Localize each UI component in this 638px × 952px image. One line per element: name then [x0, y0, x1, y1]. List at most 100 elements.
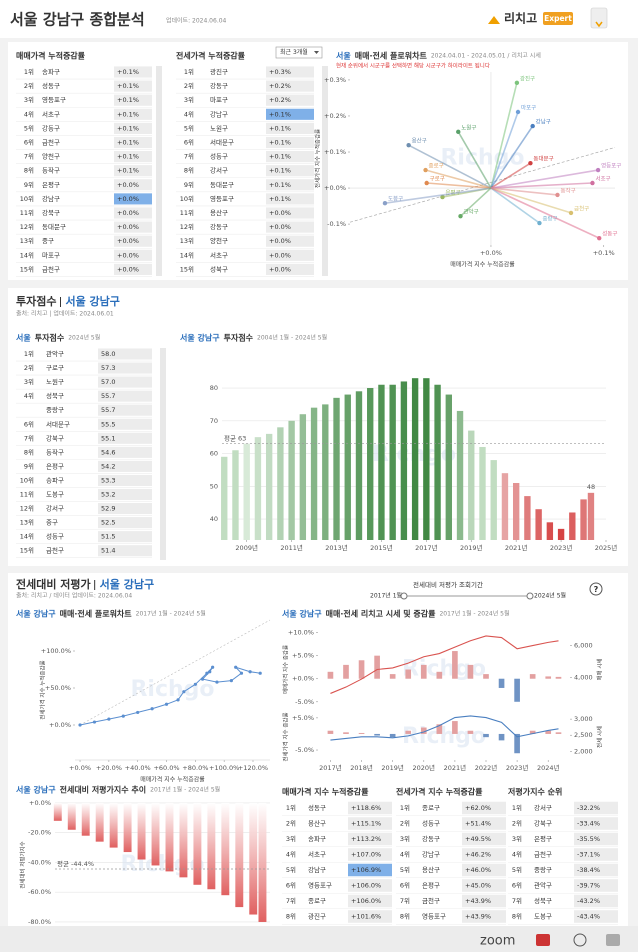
scrollbar[interactable] — [322, 66, 328, 276]
bar — [299, 414, 307, 540]
value: 53.2 — [101, 491, 115, 499]
value-cell — [348, 801, 392, 815]
y-axis-label: 전세가격 지수 증감률 — [282, 712, 290, 761]
value-label: 48 — [587, 483, 595, 491]
y-tick-label: +0.0% — [29, 799, 51, 807]
chart-title: 전세대비 저평가지수 추이 — [60, 785, 147, 795]
rank: 3위 — [400, 835, 410, 843]
rank: 8위 — [286, 913, 296, 921]
x-axis-label: 매매가격 지수 누적증감률 — [140, 776, 205, 784]
value: 53.3 — [101, 476, 115, 484]
rank: 1위 — [286, 804, 296, 812]
flow-line — [490, 169, 599, 189]
scrollbar[interactable] — [160, 348, 166, 560]
slider-handle[interactable] — [400, 592, 408, 600]
rank: 5위 — [512, 866, 522, 874]
point — [382, 200, 388, 206]
value-cell — [114, 207, 152, 219]
scrollbar[interactable] — [156, 66, 162, 276]
rank: 1위 — [400, 804, 410, 812]
district: 종로구 — [422, 804, 440, 812]
value-cell — [574, 832, 618, 846]
value: +0.0% — [269, 223, 291, 231]
value-cell — [574, 894, 618, 908]
bar — [123, 802, 132, 853]
rank: 11위 — [20, 209, 34, 217]
value: 55.7 — [101, 392, 115, 400]
y-axis-label: 전세가격 지수 누적증감률 — [314, 129, 322, 188]
subtitle: 2017년 1월 - 2024년 5월 — [439, 610, 509, 618]
value: +0.1% — [117, 96, 139, 104]
district: 성동구 — [42, 81, 60, 90]
value: +0.0% — [269, 265, 291, 273]
rank: 4위 — [24, 110, 34, 118]
trail-point — [258, 671, 262, 675]
rank: 8위 — [24, 448, 34, 456]
value: +0.1% — [269, 110, 291, 118]
rank: 7위 — [512, 897, 522, 905]
rank: 3위 — [286, 835, 296, 843]
value: +0.1% — [117, 68, 139, 76]
slider-handle[interactable] — [526, 592, 534, 600]
value: +106.9% — [351, 866, 381, 874]
chart-title: 매매·전세 플로워차트 — [60, 609, 133, 619]
value-cell — [114, 165, 152, 177]
district: 광진구 — [308, 912, 326, 921]
bar — [249, 802, 258, 915]
y-tick-label: -20.0% — [28, 829, 51, 837]
toolbar-zoom[interactable]: zoom — [480, 934, 515, 949]
toolbar-icon[interactable] — [536, 934, 550, 946]
dropdown-text[interactable]: 최근 3개월 — [280, 48, 308, 56]
toolbar-icon[interactable] — [606, 934, 620, 946]
period-dropdown[interactable] — [275, 46, 323, 59]
source: 출처: 리치고 / 데이터 업데이트: 2024.06.04 — [16, 592, 132, 600]
toolbar-icon[interactable] — [573, 933, 587, 947]
value: +0.0% — [117, 237, 139, 245]
point — [514, 80, 520, 86]
help-text[interactable]: ? — [594, 585, 599, 594]
x-tick-label: 2023년 — [550, 543, 573, 552]
rank: 1위 — [184, 68, 194, 76]
chart-title: 서울 — [336, 51, 351, 61]
bar — [165, 802, 174, 872]
value: +0.0% — [117, 223, 139, 231]
x-tick-label: 2021년 — [444, 763, 467, 772]
rank: 3위 — [184, 96, 194, 104]
bar — [137, 802, 146, 860]
value: 55.7 — [101, 406, 115, 414]
value-cell — [574, 879, 618, 892]
subtitle: 2024.04.01 - 2024.05.01 / 리치고 시세 — [431, 52, 541, 60]
value: +49.5% — [465, 835, 491, 843]
bar — [53, 802, 62, 821]
flow-line — [490, 182, 593, 189]
district: 성동구 — [46, 532, 64, 541]
x-tick-label: 2024년 — [537, 763, 560, 772]
bar — [580, 499, 587, 540]
point-label: 용산구 — [412, 137, 427, 145]
district: 강북구 — [534, 819, 552, 828]
dropdown-arrow[interactable] — [314, 51, 319, 54]
help-icon[interactable] — [589, 582, 603, 596]
bar — [327, 730, 334, 734]
point-label: 도봉구 — [388, 196, 403, 203]
rank: 7위 — [24, 153, 34, 161]
value-cell — [266, 136, 314, 149]
bar — [254, 437, 262, 540]
district: 중랑구 — [46, 406, 64, 414]
value: 57.0 — [101, 378, 115, 386]
value: +0.0% — [117, 209, 139, 217]
rank: 4위 — [512, 851, 522, 859]
bar — [529, 674, 536, 679]
value: +0.2% — [269, 82, 291, 90]
rank: 7위 — [184, 153, 194, 161]
bar — [467, 664, 474, 679]
bar — [524, 496, 531, 540]
district: 동작구 — [46, 447, 64, 456]
value: +115.1% — [351, 820, 381, 828]
value-cell — [574, 817, 618, 830]
bar — [358, 660, 365, 679]
rank: 10위 — [180, 195, 194, 203]
chart-title: 서울 — [16, 333, 31, 343]
point-label: 동대문구 — [533, 155, 553, 163]
bar — [587, 492, 595, 540]
